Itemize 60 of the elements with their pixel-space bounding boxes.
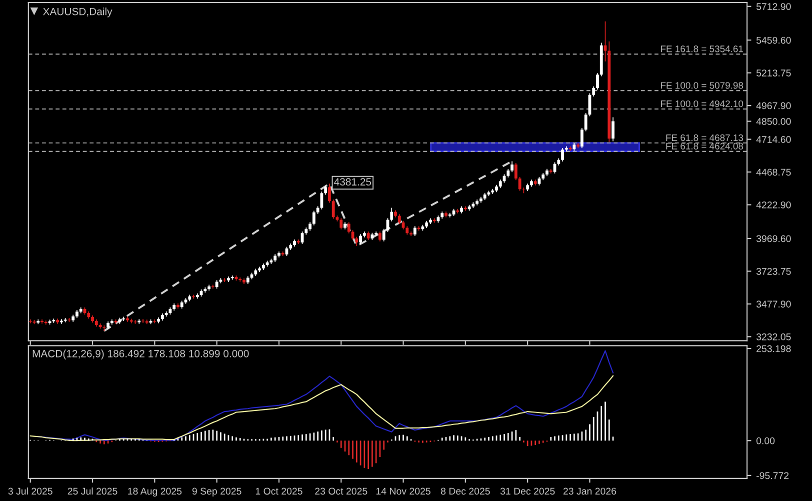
x-tick-label: 1 Oct 2025	[256, 488, 302, 495]
ref-line-label: FE 100.0 = 4942.10	[661, 100, 744, 108]
x-tick-label: 3 Jul 2025	[8, 487, 52, 495]
x-tick-label: 8 Dec 2025	[440, 488, 490, 495]
candlestick	[359, 234, 362, 244]
x-tick-label: 23 Jan 2026	[563, 488, 616, 495]
candlestick	[378, 231, 382, 242]
candlestick	[340, 218, 343, 230]
candlestick	[312, 210, 316, 226]
y-tick-label: 4222.90	[756, 201, 791, 208]
y-tick-label: 4850.00	[756, 118, 791, 125]
y-tick-label: 3723.75	[756, 268, 791, 275]
y-tick-label: 3477.90	[756, 300, 791, 308]
candlestick	[561, 148, 564, 162]
candlestick	[596, 72, 599, 90]
candlestick	[347, 222, 350, 234]
candlestick	[332, 199, 335, 220]
y-tick-label: -95.772	[756, 472, 789, 480]
candlestick	[510, 160, 514, 173]
line-series	[30, 375, 614, 442]
candlestick	[398, 214, 401, 224]
x-tick-label: 25 Jul 2025	[68, 487, 118, 495]
candlestick	[390, 207, 394, 222]
y-tick-label: 4468.75	[756, 168, 791, 176]
y-tick-label: 0.00	[756, 437, 775, 444]
x-tick-label: 14 Nov 2025	[376, 488, 430, 495]
candlestick	[142, 318, 144, 324]
y-tick-label: 5459.60	[756, 36, 791, 44]
candlestick	[584, 112, 588, 132]
candlestick	[580, 128, 584, 149]
x-tick-label: 9 Sep 2025	[192, 488, 242, 497]
ref-line-label: FE 100.0 = 5079.98	[661, 82, 744, 89]
candlestick	[592, 86, 596, 97]
annotation: 4381.25	[334, 178, 372, 186]
chart-title: XAUUSD,Daily	[43, 8, 112, 18]
x-tick-label: 23 Oct 2025	[315, 488, 368, 495]
candlestick	[320, 191, 324, 210]
ref-line-label: FE 61.8 = 4624.08	[666, 142, 744, 150]
candlestick	[355, 236, 358, 246]
y-tick-label: 3232.05	[756, 333, 791, 340]
candlestick	[612, 116, 614, 142]
y-tick-label: 5213.75	[756, 70, 791, 76]
y-tick-label: 253.198	[756, 345, 791, 352]
ref-line-label: FE 161.8 = 5354.61	[661, 46, 743, 52]
candlestick	[518, 176, 522, 192]
candlestick	[223, 278, 226, 282]
y-tick-label: 5712.90	[756, 3, 791, 10]
chart-title: MACD(12,26,9) 186.492 178.108 10.899 0.000	[32, 350, 249, 360]
candlestick	[122, 316, 126, 322]
y-tick-label: 4714.60	[756, 136, 791, 143]
candlestick	[382, 228, 386, 242]
x-tick-label: 18 Aug 2025	[128, 488, 182, 497]
y-tick-label: 3969.60	[756, 235, 791, 242]
candlestick	[514, 162, 518, 181]
x-tick-label: 31 Dec 2025	[500, 488, 555, 495]
candlestick	[413, 226, 416, 236]
candlestick	[328, 183, 331, 204]
y-tick-label: 4967.90	[756, 102, 791, 110]
candlestick	[324, 185, 328, 196]
ref-line-label: FE 61.8 = 4687.13	[666, 134, 744, 142]
